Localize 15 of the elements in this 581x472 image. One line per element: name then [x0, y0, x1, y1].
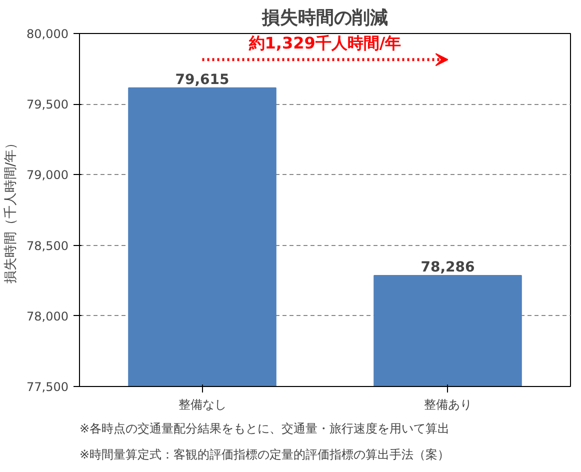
y-tick-label: 78,000	[26, 309, 69, 324]
x-tick-label: 整備なし	[178, 398, 226, 412]
y-tick-label: 79,500	[26, 98, 69, 112]
text: ※各時点の交通量配分結果をもとに、交通量・旅行速度を用いて算出	[80, 422, 450, 436]
data-label: 78,286	[420, 260, 475, 276]
annotation: 約1,329千人時間/年	[248, 34, 402, 53]
chart-title: 損失時間の削減	[261, 8, 388, 28]
y-tick-label: 77,500	[26, 380, 69, 394]
y-axis-title: 損失時間（千人時間/年）	[4, 136, 19, 284]
text: ※時間量算定式：客観的評価指標の定量的評価指標の算出手法（案）	[80, 448, 450, 462]
y-tick-label: 80,000	[26, 27, 69, 41]
y-tick-label: 78,500	[26, 238, 69, 253]
x-tick-label: 整備あり	[424, 398, 472, 412]
y-tick-label: 79,000	[26, 168, 69, 182]
data-label: 79,615	[175, 72, 230, 88]
